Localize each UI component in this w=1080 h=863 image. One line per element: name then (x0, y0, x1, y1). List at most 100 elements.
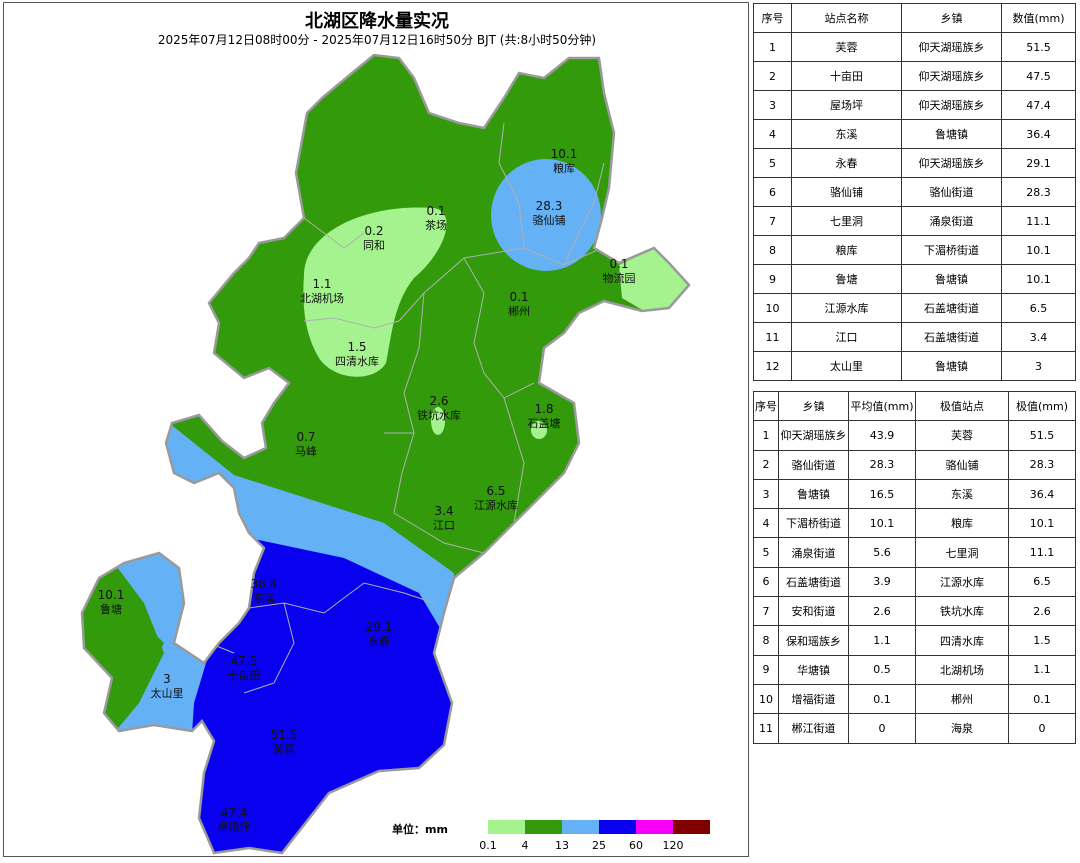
header-cell: 乡镇 (901, 3, 1002, 33)
station-name: 太山里 (151, 687, 184, 700)
table-row: 10 增福街道 0.1 郴州 0.1 (753, 683, 1076, 715)
table-cell: 鲁塘镇 (901, 351, 1002, 381)
table-cell: 8 (753, 235, 792, 265)
legend-tick: 13 (555, 839, 569, 852)
table-cell: 仰天湖瑶族乡 (901, 61, 1002, 91)
table-row: 5 涌泉街道 5.6 七里洞 11.1 (753, 537, 1076, 568)
legend-tick: 60 (629, 839, 643, 852)
map-subtitle: 2025年07月12日08时00分 - 2025年07月12日16时50分 BJ… (157, 33, 597, 47)
station-value: 1.8 (534, 402, 553, 416)
table-cell: 安和街道 (778, 596, 849, 627)
table-cell: 7 (753, 596, 779, 627)
table-cell: 太山里 (791, 351, 902, 381)
table-row: 7 安和街道 2.6 铁坑水库 2.6 (753, 596, 1076, 627)
table-cell: 8 (753, 625, 779, 656)
table-cell: 36.4 (1001, 119, 1076, 149)
table-row: 6 骆仙铺 骆仙街道 28.3 (753, 177, 1076, 207)
table-cell: 芙蓉 (791, 32, 902, 62)
table-row: 12 太山里 鲁塘镇 3 (753, 351, 1076, 381)
table-cell: 鲁塘镇 (778, 478, 849, 510)
table-cell: 鲁塘镇 (901, 119, 1002, 149)
table-cell: 11 (753, 322, 792, 352)
table-cell: 2 (753, 449, 779, 480)
table-row: 2 骆仙街道 28.3 骆仙铺 28.3 (753, 449, 1076, 480)
station-name: 骆仙铺 (533, 213, 566, 227)
table-cell: 28.3 (1001, 177, 1076, 207)
table-cell: 28.3 (848, 449, 916, 480)
table-row: 2 十亩田 仰天湖瑶族乡 47.5 (753, 61, 1076, 91)
table-cell: 4 (753, 508, 779, 539)
table-header-row: 序号 乡镇 平均值(mm) 极值站点 极值(mm) (753, 390, 1076, 422)
table-cell: 7 (753, 206, 792, 236)
table-cell: 鲁塘镇 (901, 264, 1002, 294)
table-cell: 0.1 (1008, 683, 1076, 715)
table-cell: 芙蓉 (915, 420, 1009, 451)
table-cell: 1.1 (848, 625, 916, 656)
table-cell: 2.6 (848, 596, 916, 627)
table-cell: 十亩田 (791, 61, 902, 91)
station-value: 2.6 (429, 394, 448, 408)
station-value: 10.1 (551, 147, 578, 161)
table-cell: 6 (753, 177, 792, 207)
table-cell: 0.1 (848, 683, 916, 715)
station-value: 36.4 (251, 577, 278, 591)
table-row: 8 粮库 下湄桥街道 10.1 (753, 235, 1076, 265)
table-cell: 10.1 (1001, 264, 1076, 294)
header-cell: 平均值(mm) (848, 390, 916, 422)
station-rainfall-table: 序号 站点名称 乡镇 数值(mm) 1 芙蓉 仰天湖瑶族乡 51.5 2 十亩田 仰天湖瑶族… (753, 3, 1076, 381)
table-cell: 11.1 (1001, 206, 1076, 236)
table-cell: 石盖塘街道 (901, 322, 1002, 352)
table-row: 4 下湄桥街道 10.1 粮库 10.1 (753, 508, 1076, 539)
legend-swatch-light-green (488, 820, 525, 834)
table-cell: 江源水库 (915, 566, 1009, 598)
table-cell: 骆仙铺 (791, 177, 902, 207)
table-cell: 6 (753, 566, 779, 598)
table-cell: 四清水库 (915, 625, 1009, 656)
table-cell: 29.1 (1001, 148, 1076, 178)
table-cell: 增福街道 (778, 683, 849, 715)
table-cell: 1.5 (1008, 625, 1076, 656)
table-cell: 47.5 (1001, 61, 1076, 91)
table-cell: 涌泉街道 (901, 206, 1002, 236)
station-name: 铁坑水库 (417, 408, 461, 422)
table-cell: 东溪 (791, 119, 902, 149)
table-cell: 骆仙街道 (901, 177, 1002, 207)
table-cell: 43.9 (848, 420, 916, 451)
table-cell: 16.5 (848, 478, 916, 510)
station-name: 屋场坪 (218, 820, 251, 834)
table-cell: 骆仙铺 (915, 449, 1009, 480)
table-cell: 5.6 (848, 537, 916, 568)
table-cell: 6.5 (1008, 566, 1076, 598)
table-cell: 9 (753, 654, 779, 685)
legend-swatch-maroon (673, 820, 710, 834)
table-cell: 51.5 (1001, 32, 1076, 62)
table-cell: 11.1 (1008, 537, 1076, 568)
table-cell: 11 (753, 713, 779, 744)
table-row: 11 郴江街道 0 海泉 0 (753, 713, 1076, 744)
station-value: 0.1 (509, 290, 528, 304)
table-cell: 1 (753, 420, 779, 451)
table-cell: 5 (753, 537, 779, 568)
station-name: 东溪 (253, 592, 275, 605)
table-cell: 仰天湖瑶族乡 (901, 90, 1002, 120)
station-name: 石盖塘 (528, 416, 561, 430)
station-value: 10.1 (98, 588, 125, 602)
legend-swatch-blue (599, 820, 636, 834)
table-cell: 1.1 (1008, 654, 1076, 685)
table-cell: 3 (1001, 351, 1076, 381)
header-cell: 数值(mm) (1001, 3, 1076, 33)
station-name: 北湖机场 (300, 291, 344, 305)
station-value: 47.4 (221, 806, 248, 820)
table-row: 11 江口 石盖塘街道 3.4 (753, 322, 1076, 352)
header-cell: 序号 (753, 390, 779, 422)
table-cell: 9 (753, 264, 792, 294)
legend-ticks: 0.1 4 13 25 60 120 (473, 839, 773, 853)
table-cell: 仰天湖瑶族乡 (901, 32, 1002, 62)
table-row: 4 东溪 鲁塘镇 36.4 (753, 119, 1076, 149)
header-cell: 极值(mm) (1008, 390, 1076, 422)
table-row: 7 七里洞 涌泉街道 11.1 (753, 206, 1076, 236)
legend-tick: 4 (521, 839, 529, 852)
table-cell: 3.4 (1001, 322, 1076, 352)
table-cell: 仰天湖瑶族乡 (778, 420, 849, 451)
map-title: 北湖区降水量实况 (305, 11, 449, 32)
